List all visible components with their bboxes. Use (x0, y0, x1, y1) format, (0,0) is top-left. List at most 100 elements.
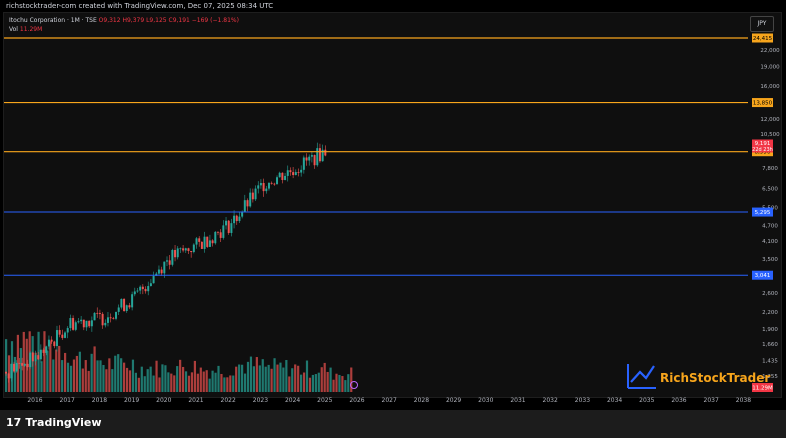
level-tag-label: 5,295 (755, 210, 771, 216)
volume-bar (291, 368, 294, 392)
candle-body (251, 192, 254, 200)
volume-bar (220, 373, 223, 392)
candle-body (66, 328, 69, 333)
volume-bar (238, 364, 241, 392)
y-tick-label: 2,200 (762, 310, 778, 316)
symbol-name[interactable]: Itochu Corporation · 1M · TSE (9, 17, 97, 24)
volume-bar (146, 369, 149, 392)
candle-body (214, 231, 217, 244)
countdown-label: 22d 23h (752, 147, 773, 153)
candle-body (117, 307, 120, 312)
candle-body (109, 317, 112, 319)
volume-bar (125, 367, 129, 392)
candle-body (5, 371, 7, 374)
volume-bar (19, 348, 22, 392)
y-tick-label: 16,000 (760, 84, 780, 90)
candle-body (184, 248, 187, 251)
level-tag (752, 33, 773, 43)
volume-bar (155, 360, 158, 392)
volume-bar (161, 364, 164, 392)
candle-body (37, 355, 40, 360)
y-tick-label: 1,900 (762, 327, 778, 333)
level-tag (752, 270, 773, 280)
volume-bar (143, 376, 146, 392)
candle-body (160, 269, 163, 274)
candle-body (26, 363, 29, 368)
y-tick-label: 1,255 (762, 374, 778, 380)
level-tag (752, 98, 773, 108)
candle-body (82, 319, 85, 328)
candle-body (262, 183, 265, 192)
volume-bar (347, 374, 350, 392)
volume-bar (182, 366, 185, 392)
volume-bar (326, 371, 329, 392)
candle-body (257, 185, 260, 189)
chart-area[interactable] (3, 12, 782, 398)
volume-value: 11.29M (19, 26, 43, 33)
tv-mark-icon: 17 (6, 416, 22, 429)
candle-body (297, 172, 300, 173)
y-tick-label: 6,500 (762, 187, 778, 193)
volume-bar (87, 370, 90, 392)
candle-body (308, 156, 311, 161)
candle-body (179, 248, 182, 250)
volume-bar (123, 362, 126, 392)
x-tick-label: 2035 (639, 397, 654, 404)
volume-bar (128, 370, 132, 392)
volume-bar (137, 377, 140, 392)
candle-body (31, 352, 34, 362)
volume-bar (300, 374, 303, 392)
y-tick-label: 10,500 (760, 132, 780, 138)
volume-bar (170, 373, 173, 392)
candle-body (69, 318, 72, 329)
x-tick-label: 2027 (382, 397, 397, 404)
x-tick-label: 2037 (704, 397, 719, 404)
volume-bar (179, 359, 182, 392)
volume-bar (282, 367, 285, 392)
candle-body (133, 291, 136, 295)
candle-body (93, 312, 96, 321)
volume-bar (84, 360, 87, 392)
volume-bar (69, 365, 73, 392)
x-tick-label: 2017 (60, 397, 75, 404)
volume-bar (5, 339, 8, 392)
last-price-label: 9,191 (755, 141, 771, 147)
candle-body (18, 362, 21, 364)
candle-body (310, 155, 313, 157)
candle-body (104, 322, 107, 326)
volume-bar (314, 374, 317, 392)
volume-bar (258, 365, 261, 392)
candle-body (90, 320, 93, 327)
candle-body (10, 363, 13, 379)
volume-bar (117, 354, 120, 392)
volume-tag (752, 383, 773, 392)
volume-bar (235, 366, 238, 392)
watermark-text: RichStockTrader (660, 371, 770, 385)
volume-bar (285, 360, 288, 392)
volume-bar (261, 359, 264, 392)
y-tick-label: 2,600 (762, 291, 778, 297)
volume-bar (78, 351, 81, 392)
volume-bar (211, 370, 214, 392)
candle-body (235, 215, 238, 222)
candle-body (254, 188, 257, 200)
candle-body (136, 290, 139, 292)
candle-body (198, 238, 201, 242)
candle-body (61, 334, 64, 338)
candle-body (241, 211, 244, 217)
candle-body (96, 312, 99, 314)
volume-bar (105, 369, 108, 392)
candle-body (85, 320, 88, 328)
tradingview-logo[interactable]: 17 TradingView (6, 416, 102, 429)
x-tick-label: 2022 (221, 397, 236, 404)
volume-bar (208, 378, 211, 392)
volume-bar (273, 358, 276, 392)
volume-bar (13, 356, 17, 392)
currency-button[interactable]: JPY (750, 16, 774, 32)
y-tick-label: 12,000 (760, 117, 780, 123)
volume-bar (252, 366, 255, 392)
x-tick-label: 2029 (446, 397, 461, 404)
candle-body (13, 363, 16, 372)
x-tick-label: 2028 (414, 397, 429, 404)
candle-body (74, 322, 77, 330)
